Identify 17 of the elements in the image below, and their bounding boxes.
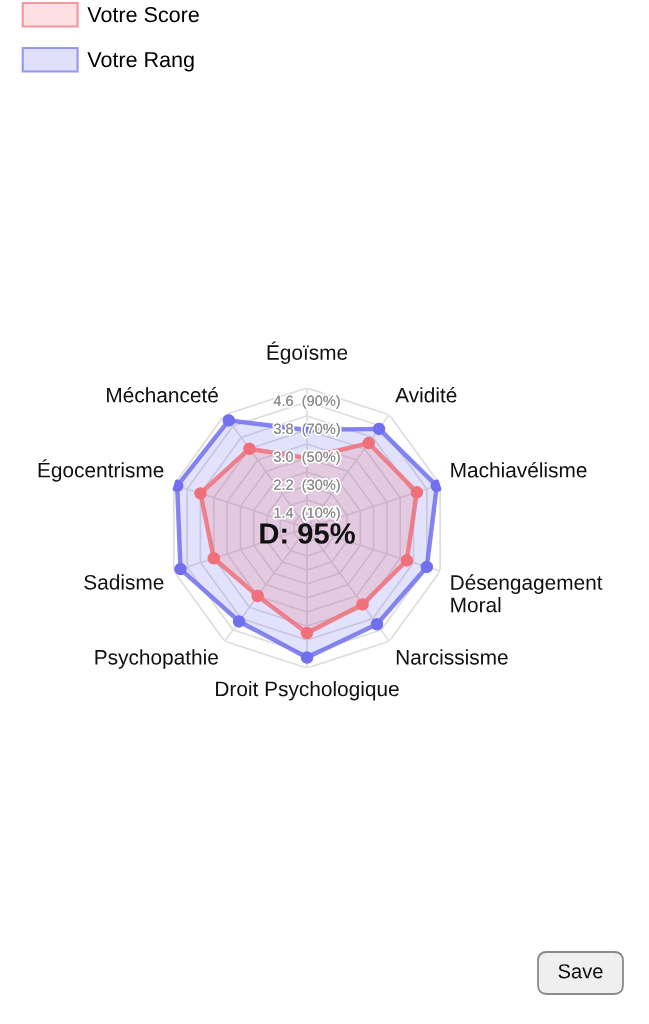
spoke-label: Désengagement Moral	[451, 574, 603, 613]
y-tick-label: 2.2 (30%)	[274, 479, 340, 493]
y-tick-label: 1.4 (10%)	[274, 507, 340, 521]
spoke-label: Psychopathie	[95, 649, 218, 669]
spoke-label: Sadisme	[84, 574, 164, 590]
text: D: 95%	[260, 523, 355, 544]
spoke-label: Méchanceté	[107, 386, 218, 403]
legend-label: Votre Score	[87, 6, 199, 23]
spoke-label: Égocentrisme	[38, 459, 164, 482]
spoke-label: Droit Psychologique	[216, 681, 399, 701]
text: Save	[558, 964, 603, 979]
spoke-label: Machiavélisme	[451, 461, 587, 478]
y-tick-label: 4.6 (90%)	[273, 395, 340, 409]
spoke-label: Avidité	[395, 386, 457, 403]
spoke-label: Égoïsme	[267, 341, 348, 364]
spoke-label: Narcissisme	[396, 649, 508, 665]
legend-label: Votre Rang	[87, 52, 194, 72]
